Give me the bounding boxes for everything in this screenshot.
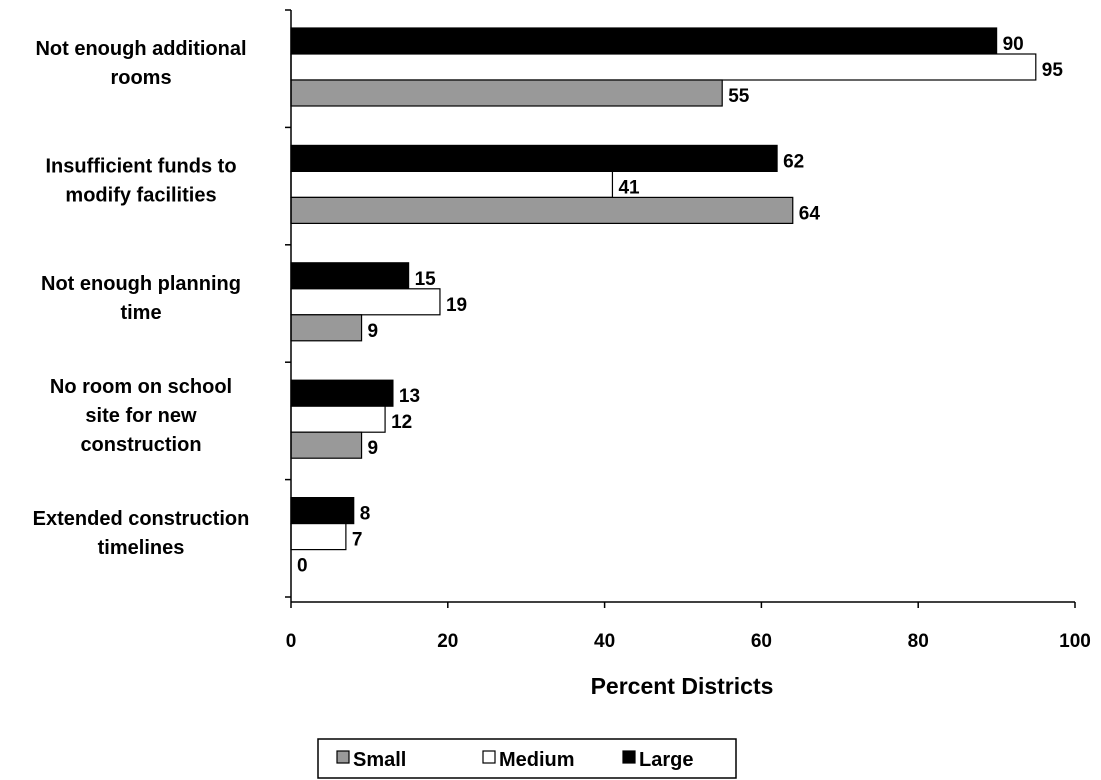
legend-label-large: Large: [639, 749, 693, 771]
bar-large: [290, 497, 355, 525]
x-tick-label: 80: [908, 631, 929, 652]
data-label: 41: [618, 177, 640, 198]
bar-small: [290, 196, 794, 224]
data-label: 9: [368, 438, 379, 459]
bar-medium: [290, 522, 347, 551]
bar-large: [290, 144, 778, 172]
bar-large: [290, 27, 998, 55]
legend-box: [317, 738, 737, 779]
x-axis-title: Percent Districts: [591, 673, 774, 699]
data-label: 7: [352, 530, 363, 551]
bar-medium: [290, 170, 614, 198]
data-label: 90: [1003, 34, 1024, 55]
x-tick-label: 40: [594, 631, 615, 652]
data-label: 55: [728, 86, 750, 107]
category-label: Not enough additional rooms: [35, 38, 246, 89]
data-label: 19: [446, 295, 467, 316]
x-tick-label: 0: [286, 631, 297, 652]
data-label: 12: [391, 412, 412, 433]
bar-medium: [290, 53, 1037, 81]
data-label: 64: [799, 203, 821, 224]
data-label: 15: [415, 269, 437, 290]
category-label: Extended construction timelines: [33, 508, 250, 559]
data-label: 62: [783, 151, 804, 172]
legend-swatch-large: [622, 750, 636, 764]
bar-small: [290, 431, 363, 459]
legend-label-small: Small: [353, 749, 406, 771]
bar-medium: [290, 288, 441, 316]
legend-label-medium: Medium: [499, 749, 575, 771]
bar-medium: [290, 405, 386, 433]
bar-large: [290, 379, 394, 407]
legend-swatch-small: [336, 750, 350, 764]
data-label: 13: [399, 386, 420, 407]
category-label: No room on school site for new constructio…: [50, 376, 232, 456]
data-label: 9: [368, 321, 379, 342]
category-label: Not enough planning time: [41, 273, 241, 324]
data-label: 8: [360, 504, 371, 525]
legend-swatch-medium: [482, 750, 496, 764]
data-label: 95: [1042, 60, 1064, 81]
x-tick-label: 100: [1059, 631, 1091, 652]
bar-large: [290, 262, 410, 290]
bar-small: [290, 79, 723, 107]
bar-small: [290, 314, 363, 342]
data-label: 0: [297, 556, 308, 577]
x-tick-label: 60: [751, 631, 772, 652]
category-label: Insufficient funds to modify facilities: [45, 156, 236, 207]
x-tick-label: 20: [437, 631, 458, 652]
